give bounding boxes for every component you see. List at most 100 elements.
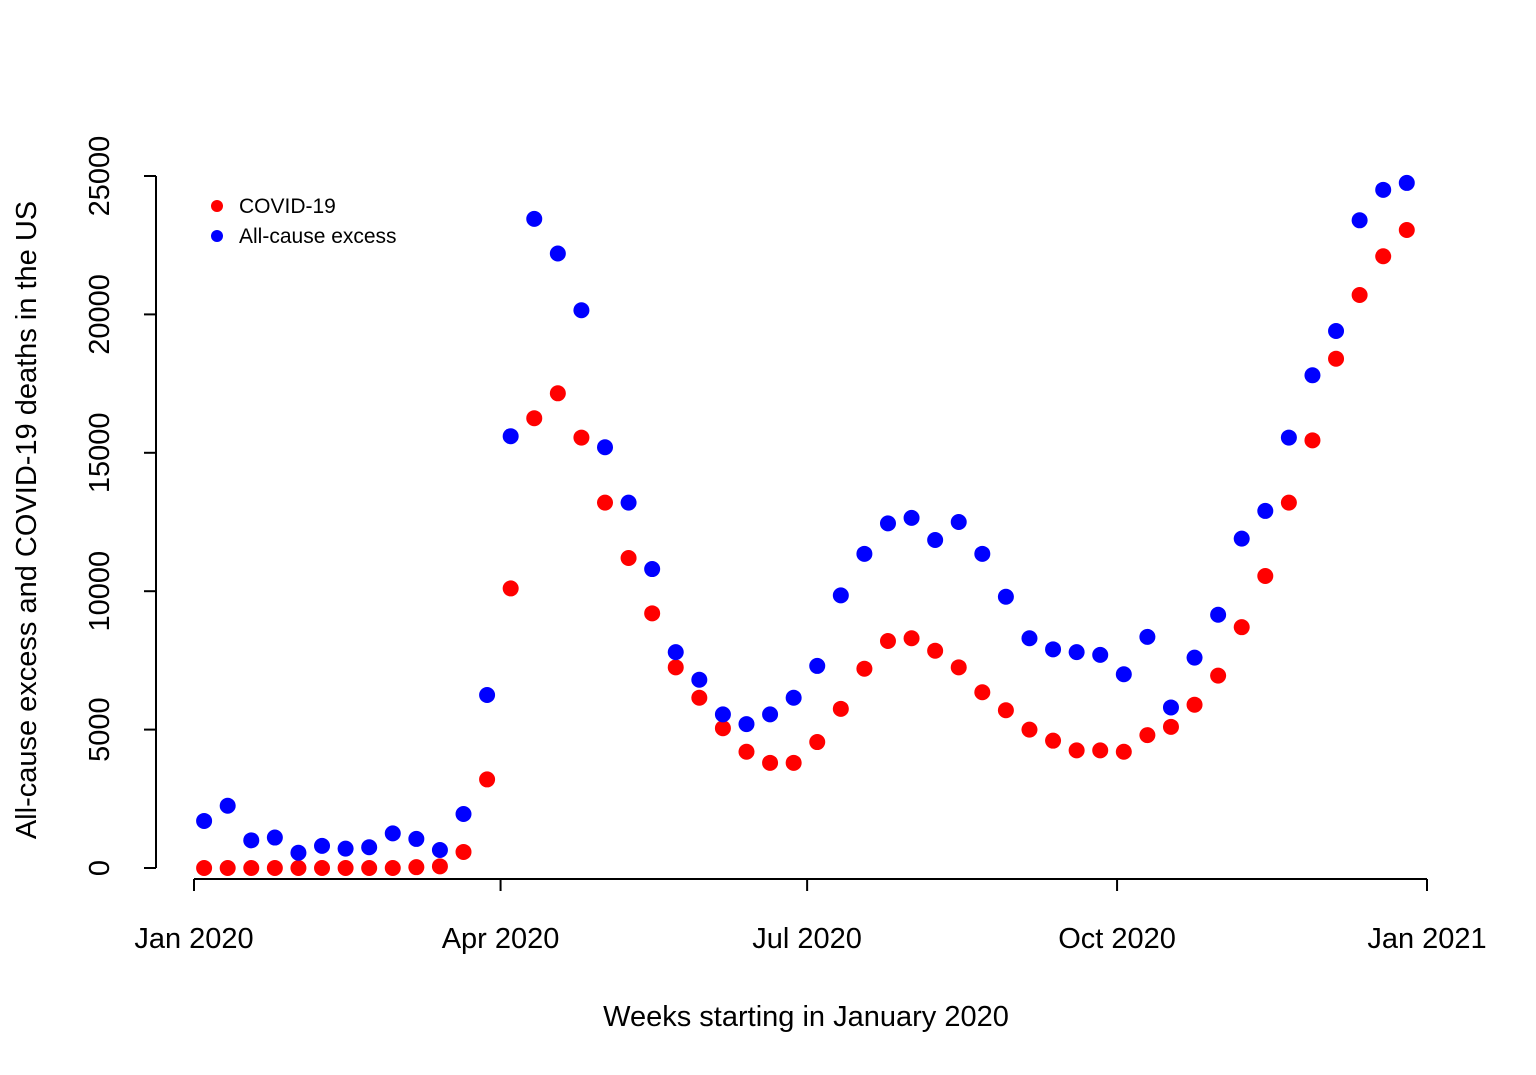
point-covid-19 [1398, 221, 1415, 238]
point-all-cause-excess [1021, 630, 1038, 647]
y-tick-label: 20000 [84, 274, 116, 355]
point-all-cause-excess [1186, 649, 1203, 666]
legend-marker [211, 230, 223, 242]
point-all-cause-excess [997, 588, 1014, 605]
point-covid-19 [974, 684, 991, 701]
point-all-cause-excess [573, 302, 590, 319]
point-covid-19 [1045, 732, 1062, 749]
y-tick-label: 10000 [84, 551, 116, 632]
point-all-cause-excess [479, 687, 496, 703]
point-covid-19 [997, 702, 1014, 719]
point-all-cause-excess [290, 844, 307, 861]
point-all-cause-excess [879, 515, 896, 532]
x-axis-title: Weeks starting in January 2020 [603, 1001, 1009, 1033]
point-covid-19 [455, 843, 472, 860]
point-covid-19 [337, 860, 354, 876]
point-covid-19 [1068, 742, 1085, 759]
point-all-cause-excess [762, 706, 779, 723]
data-points [196, 174, 1415, 876]
x-tick-label: Jan 2021 [1367, 923, 1486, 955]
y-tick-label: 0 [84, 860, 116, 876]
point-covid-19 [384, 860, 401, 876]
point-covid-19 [1328, 350, 1345, 367]
point-all-cause-excess [1139, 628, 1156, 645]
point-all-cause-excess [431, 842, 448, 859]
point-covid-19 [809, 734, 826, 751]
legend-label: COVID-19 [239, 195, 336, 218]
point-all-cause-excess [691, 671, 708, 688]
point-covid-19 [644, 605, 661, 622]
legend-label: All-cause excess [239, 225, 397, 248]
point-all-cause-excess [408, 830, 425, 847]
point-all-cause-excess [785, 689, 802, 706]
point-covid-19 [219, 860, 236, 876]
point-all-cause-excess [832, 587, 849, 604]
point-all-cause-excess [455, 806, 472, 823]
point-covid-19 [1375, 248, 1392, 265]
point-covid-19 [738, 743, 755, 760]
point-covid-19 [1139, 727, 1156, 744]
point-covid-19 [1092, 742, 1109, 759]
point-all-cause-excess [266, 829, 283, 846]
point-all-cause-excess [809, 657, 826, 674]
point-all-cause-excess [667, 644, 684, 661]
point-covid-19 [903, 630, 920, 647]
point-all-cause-excess [620, 494, 637, 511]
point-covid-19 [879, 633, 896, 650]
point-covid-19 [243, 860, 260, 876]
point-covid-19 [950, 659, 967, 676]
point-covid-19 [408, 859, 425, 876]
point-all-cause-excess [314, 837, 331, 854]
point-covid-19 [1210, 667, 1227, 684]
point-all-cause-excess [549, 245, 566, 262]
point-all-cause-excess [1304, 367, 1321, 384]
point-covid-19 [573, 429, 590, 446]
point-all-cause-excess [1280, 429, 1297, 446]
point-all-cause-excess [1092, 646, 1109, 663]
point-all-cause-excess [974, 545, 991, 562]
legend-marker [211, 200, 223, 212]
point-all-cause-excess [1115, 666, 1132, 683]
point-covid-19 [314, 860, 331, 876]
point-covid-19 [196, 860, 213, 876]
point-covid-19 [266, 860, 283, 876]
point-all-cause-excess [1045, 641, 1062, 658]
legend: COVID-19 All-cause excess [211, 195, 397, 248]
point-covid-19 [290, 860, 307, 876]
point-covid-19 [1162, 718, 1179, 735]
point-covid-19 [1351, 287, 1368, 304]
point-all-cause-excess [856, 545, 873, 562]
point-covid-19 [1233, 619, 1250, 636]
x-axis: Jan 2020 Apr 2020 Jul 2020 Oct 2020 Jan 2021 [134, 878, 1487, 955]
point-all-cause-excess [1210, 606, 1227, 623]
point-all-cause-excess [1328, 323, 1345, 340]
x-tick-label: Apr 2020 [442, 923, 560, 955]
point-covid-19 [714, 720, 731, 737]
point-all-cause-excess [1351, 212, 1368, 229]
point-all-cause-excess [526, 210, 543, 227]
point-covid-19 [785, 754, 802, 771]
point-covid-19 [927, 642, 944, 659]
point-covid-19 [1186, 696, 1203, 713]
point-covid-19 [620, 549, 637, 566]
point-all-cause-excess [597, 439, 613, 456]
point-covid-19 [431, 858, 448, 875]
point-covid-19 [502, 580, 519, 597]
point-all-cause-excess [927, 531, 944, 548]
point-all-cause-excess [1068, 644, 1085, 661]
point-all-cause-excess [361, 839, 378, 856]
point-covid-19 [1304, 432, 1321, 449]
y-axis-title: All-cause excess and COVID-19 deaths in … [11, 201, 43, 839]
y-tick-label: 5000 [84, 697, 116, 762]
y-axis: 0 5000 10000 15000 20000 25000 [84, 136, 157, 876]
point-all-cause-excess [950, 514, 967, 530]
y-tick-label: 25000 [84, 136, 116, 217]
point-all-cause-excess [1257, 502, 1274, 519]
point-covid-19 [691, 689, 708, 706]
point-all-cause-excess [1375, 181, 1392, 198]
point-covid-19 [361, 860, 378, 876]
point-covid-19 [549, 385, 566, 402]
point-all-cause-excess [1162, 699, 1179, 716]
